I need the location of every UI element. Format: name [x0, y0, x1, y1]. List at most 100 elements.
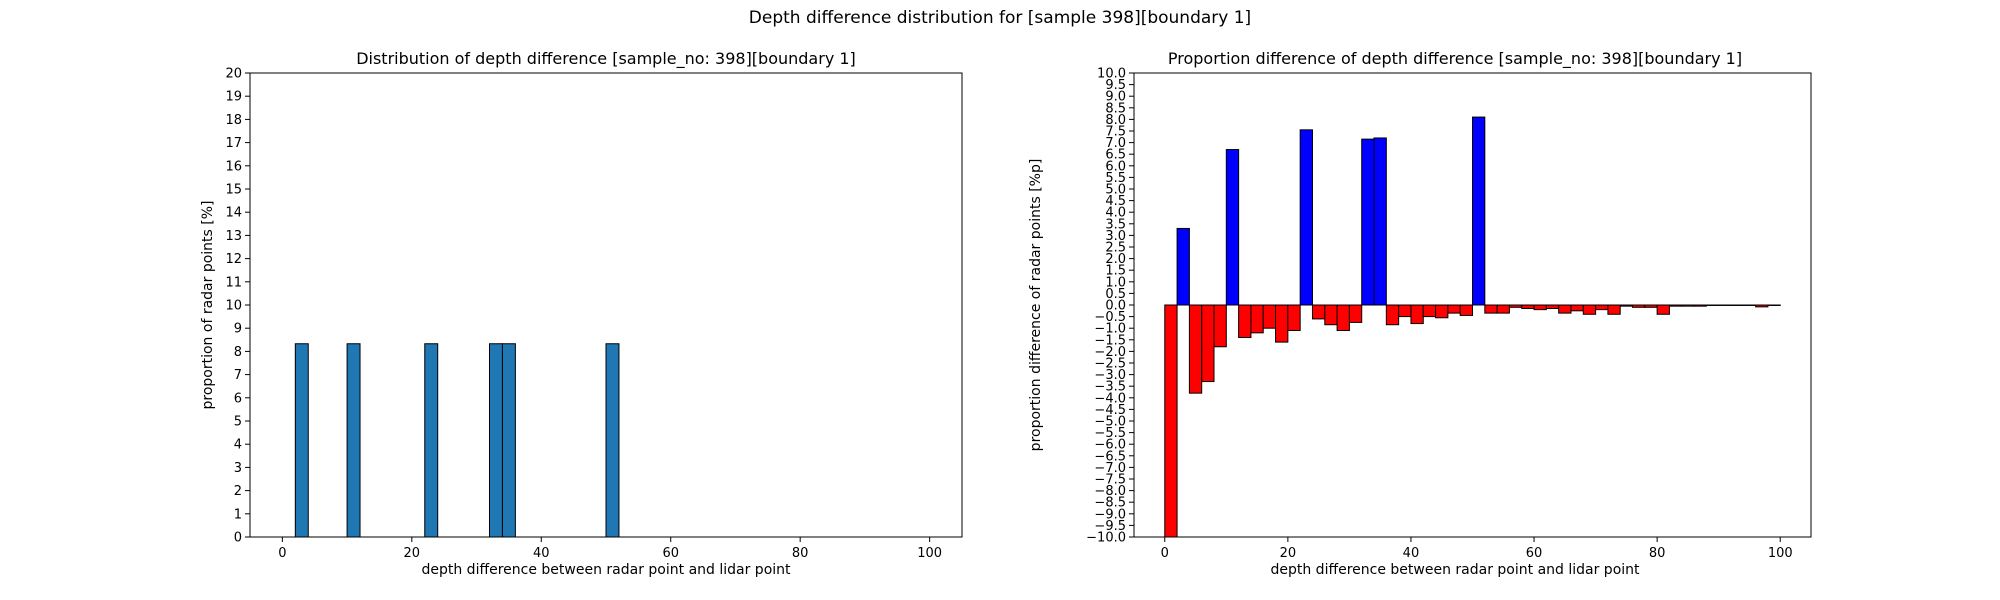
y-tick-label: −5.5: [1094, 426, 1126, 441]
y-tick-label: 3.5: [1105, 217, 1126, 232]
y-tick-label: −5.0: [1094, 415, 1126, 430]
y-tick-label: 17: [225, 136, 242, 151]
y-tick-label: −6.5: [1094, 449, 1126, 464]
x-tick-label: 60: [662, 546, 679, 561]
plot-area: 0 20 40 60 80 1000123456789101112131415161718…: [225, 67, 963, 561]
y-tick-label: 7: [234, 368, 242, 383]
y-tick-label: 2.0: [1105, 252, 1126, 267]
y-tick-label: 7.0: [1105, 136, 1126, 151]
bar: [1250, 304, 1264, 334]
y-axis-label: proportion difference of radar points [%…: [1028, 159, 1044, 452]
bar: [1545, 304, 1560, 309]
bar: [1595, 304, 1609, 311]
bar: [1299, 129, 1313, 306]
y-tick-label: 6.0: [1105, 159, 1126, 174]
y-tick-label: 4.0: [1105, 206, 1126, 221]
y-tick-label: 1.5: [1105, 264, 1126, 279]
y-tick-label: −2.5: [1094, 357, 1126, 372]
y-tick-label: 9.0: [1105, 90, 1126, 105]
y-tick-label: −6.0: [1094, 438, 1126, 453]
bar: [1287, 304, 1301, 332]
y-tick-label: −7.0: [1094, 461, 1126, 476]
y-tick-label: −9.0: [1094, 507, 1126, 522]
y-tick-label: 13: [225, 229, 242, 244]
bar: [1656, 304, 1670, 315]
plot-area: 0 20 40 60 80 100 −10.0−9.5−9.0−8.5−8.0−7.5−7.…: [1086, 67, 1812, 561]
y-tick-label: 9: [234, 322, 242, 337]
x-tick-label: 60: [1526, 546, 1543, 561]
y-tick-label: 2.5: [1105, 241, 1126, 256]
y-tick-label: 11: [225, 275, 242, 290]
y-tick-label: 4: [234, 438, 242, 453]
bar: [1755, 304, 1769, 308]
bar: [1213, 304, 1227, 348]
bar: [1324, 304, 1338, 326]
bar: [1472, 116, 1486, 306]
bar: [1361, 138, 1375, 306]
bar: [1311, 304, 1326, 320]
bar: [1410, 304, 1424, 325]
y-tick-label: −0.5: [1094, 310, 1126, 325]
x-tick-label: 20: [1280, 546, 1297, 561]
bar: [1275, 304, 1289, 343]
y-tick-label: 8: [234, 345, 242, 360]
y-tick-label: −7.5: [1094, 473, 1126, 488]
y-tick-label: 0.5: [1105, 287, 1126, 302]
y-tick-label: 12: [225, 252, 242, 267]
y-tick-label: 0: [234, 531, 242, 546]
bar: [1348, 304, 1363, 323]
bar: [1558, 304, 1572, 314]
bar: [1521, 304, 1535, 309]
y-tick-label: 7.5: [1105, 125, 1126, 140]
x-tick-label: 0: [278, 546, 286, 561]
y-tick-label: 6: [234, 391, 242, 406]
y-tick-label: 5.5: [1105, 171, 1126, 186]
y-tick-label: 14: [225, 206, 242, 221]
bar: [1508, 304, 1523, 308]
bar: [1176, 227, 1190, 306]
y-tick-label: 5: [234, 415, 242, 430]
y-tick-label: 15: [225, 183, 242, 198]
y-tick-label: 10: [225, 299, 242, 314]
bar: [1668, 304, 1683, 307]
y-tick-label: −9.5: [1094, 519, 1126, 534]
y-tick-label: 3.0: [1105, 229, 1126, 244]
y-tick-label: 4.5: [1105, 194, 1126, 209]
y-tick-label: −3.0: [1094, 368, 1126, 383]
bar: [1164, 304, 1178, 538]
x-tick-label: 100: [917, 546, 942, 561]
bar: [1238, 304, 1252, 338]
bar: [1336, 304, 1350, 332]
y-tick-label: 1: [234, 507, 242, 522]
x-tick-label: 80: [1649, 546, 1666, 561]
bar: [1262, 304, 1277, 329]
bar: [1693, 304, 1707, 307]
bar: [1459, 304, 1474, 316]
figure-suptitle: Depth difference distribution for [sampl…: [748, 8, 1252, 28]
y-tick-label: 3: [234, 461, 242, 476]
chart-title: Distribution of depth difference [sample…: [356, 49, 856, 69]
y-tick-label: 1.0: [1105, 275, 1126, 290]
y-tick-label: −4.5: [1094, 403, 1126, 418]
y-tick-label: −8.5: [1094, 496, 1126, 511]
bar: [1188, 304, 1203, 394]
bar: [1373, 137, 1387, 306]
bar: [1496, 304, 1510, 314]
y-tick-label: −4.0: [1094, 391, 1126, 406]
bar: [1607, 304, 1621, 315]
y-tick-label: −8.0: [1094, 484, 1126, 499]
bar: [1681, 304, 1695, 307]
y-tick-label: 2: [234, 484, 242, 499]
y-tick-label: 16: [225, 159, 242, 174]
y-tick-label: −1.0: [1094, 322, 1126, 337]
bar: [1435, 304, 1449, 319]
x-tick-label: 40: [533, 546, 550, 561]
bar: [1619, 304, 1634, 307]
y-tick-label: 8.0: [1105, 113, 1126, 128]
bar: [1644, 304, 1658, 308]
y-tick-label: 19: [225, 90, 242, 105]
bar: [1484, 304, 1498, 314]
bar: [1398, 304, 1412, 318]
